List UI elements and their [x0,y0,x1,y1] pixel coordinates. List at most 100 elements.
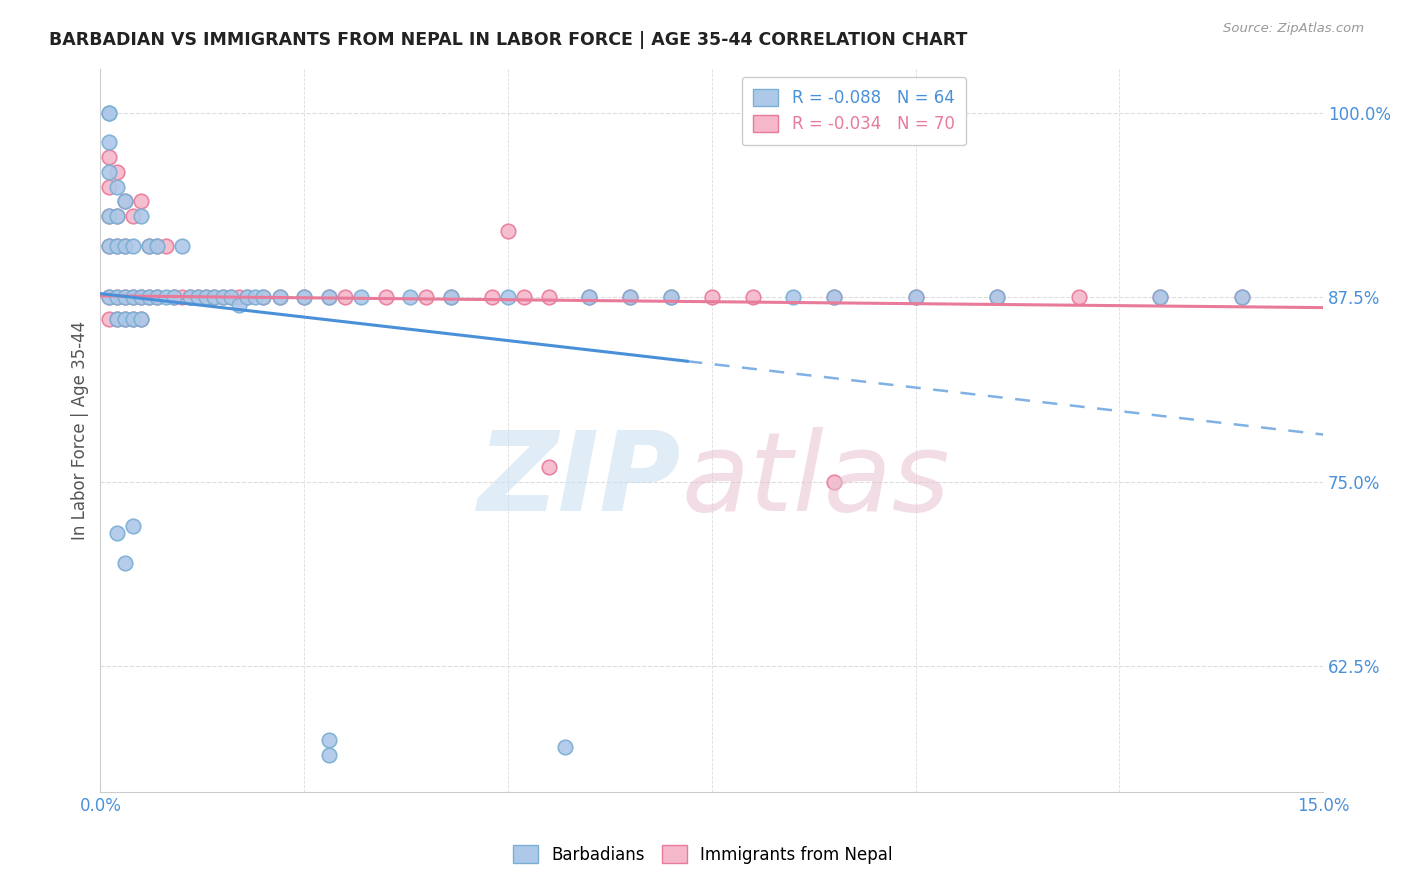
Point [659,290,682,304]
Point [245,290,267,304]
Point [228,298,250,312]
Point [374,290,396,304]
Point [105,165,128,179]
Point [823,475,845,489]
Point [741,290,763,304]
Point [1149,290,1171,304]
Point [219,290,242,304]
Point [122,209,145,223]
Point [129,194,152,209]
Point [114,194,136,209]
Point [440,290,463,304]
Point [129,312,152,326]
Point [318,747,340,762]
Point [97,150,120,164]
Point [179,290,201,304]
Point [146,290,169,304]
Point [269,290,291,304]
Point [97,179,120,194]
Point [97,136,120,150]
Point [97,238,120,252]
Point [105,238,128,252]
Point [155,238,177,252]
Point [122,238,145,252]
Point [1149,290,1171,304]
Point [97,105,120,120]
Point [105,179,128,194]
Point [318,290,340,304]
Point [114,556,136,570]
Point [252,290,274,304]
Point [105,312,128,326]
Point [122,519,145,533]
Point [97,209,120,223]
Point [700,290,723,304]
Point [97,290,120,304]
Point [318,733,340,747]
Point [481,290,503,304]
Point [105,209,128,223]
Point [105,312,128,326]
Point [105,290,128,304]
Point [823,290,845,304]
Point [1067,290,1090,304]
Point [97,209,120,223]
Point [986,290,1008,304]
Point [105,526,128,541]
Point [318,290,340,304]
Point [97,290,120,304]
Y-axis label: In Labor Force | Age 35-44: In Labor Force | Age 35-44 [72,320,89,540]
Legend: R = -0.088   N = 64, R = -0.034   N = 70: R = -0.088 N = 64, R = -0.034 N = 70 [742,77,966,145]
Point [440,290,463,304]
Point [105,238,128,252]
Point [619,290,641,304]
Point [986,290,1008,304]
Point [122,312,145,326]
Point [163,290,186,304]
Point [129,209,152,223]
Point [97,105,120,120]
Point [211,290,233,304]
Text: Source: ZipAtlas.com: Source: ZipAtlas.com [1223,22,1364,36]
Point [496,224,519,238]
Point [105,209,128,223]
Point [114,312,136,326]
Point [114,312,136,326]
Point [554,740,576,755]
Point [187,290,209,304]
Point [146,238,169,252]
Point [122,290,145,304]
Point [138,238,160,252]
Point [228,290,250,304]
Point [269,290,291,304]
Point [97,165,120,179]
Point [1230,290,1253,304]
Point [146,290,169,304]
Point [782,290,804,304]
Point [1230,290,1253,304]
Point [904,290,927,304]
Point [292,290,315,304]
Text: ZIP: ZIP [478,427,681,534]
Point [904,290,927,304]
Point [187,290,209,304]
Point [537,460,560,475]
Point [129,290,152,304]
Point [170,290,193,304]
Point [204,290,226,304]
Point [179,290,201,304]
Point [578,290,600,304]
Point [105,290,128,304]
Point [619,290,641,304]
Point [537,290,560,304]
Point [823,290,845,304]
Point [333,290,356,304]
Point [350,290,373,304]
Point [114,238,136,252]
Text: atlas: atlas [681,427,950,534]
Point [170,238,193,252]
Point [252,290,274,304]
Point [97,238,120,252]
Point [292,290,315,304]
Point [399,290,422,304]
